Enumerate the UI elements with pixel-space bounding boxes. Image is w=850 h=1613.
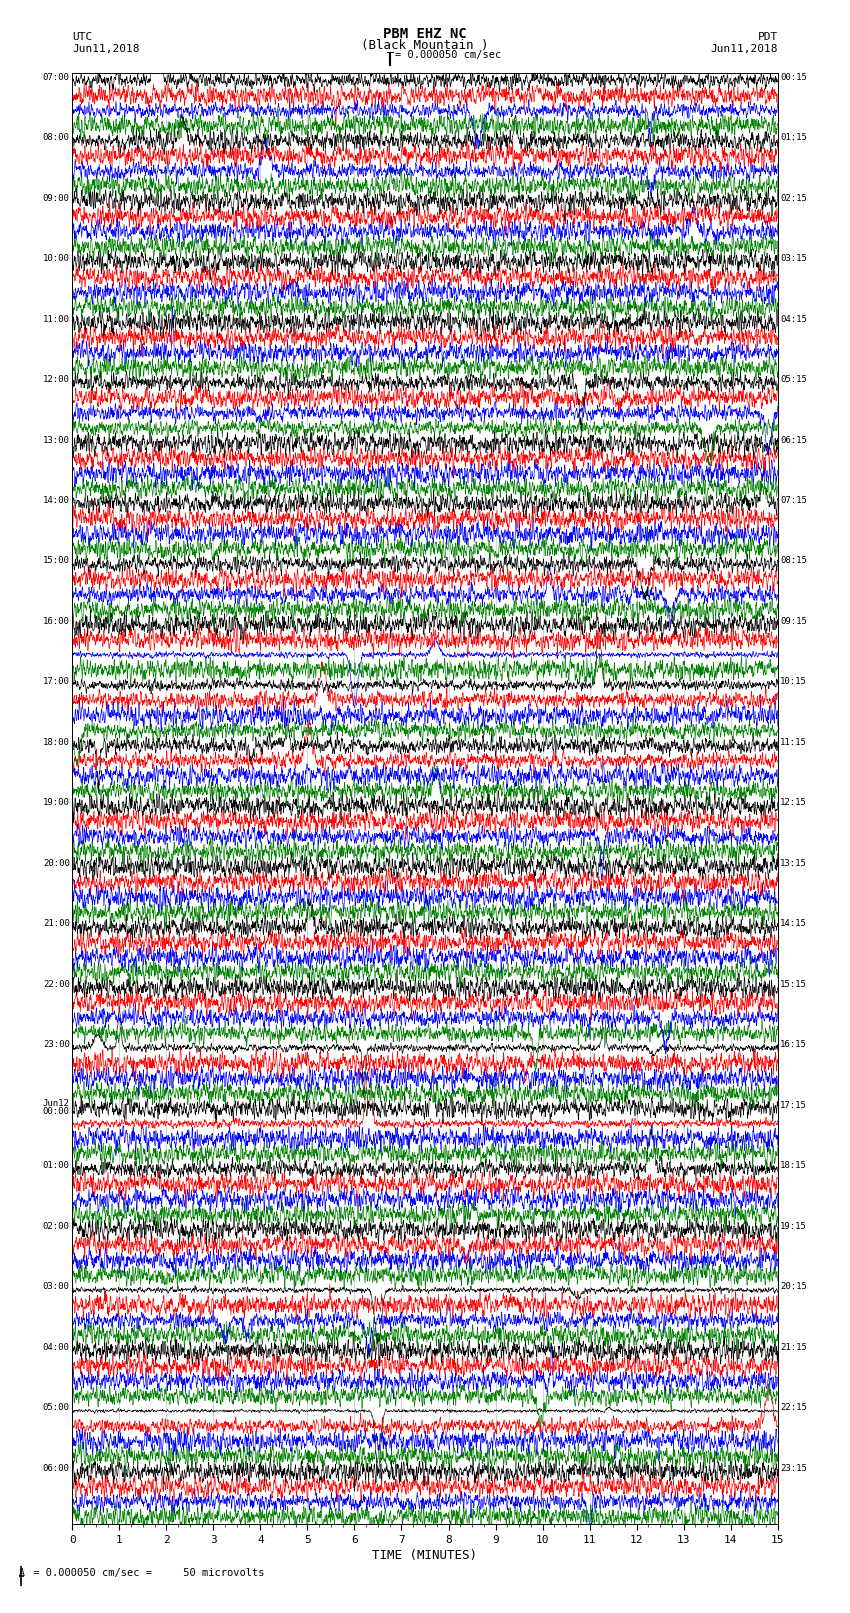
Text: 06:00: 06:00 [42,1465,70,1473]
Text: 01:00: 01:00 [42,1161,70,1171]
Text: 07:00: 07:00 [42,73,70,82]
Text: 21:15: 21:15 [780,1342,808,1352]
Text: 16:00: 16:00 [42,618,70,626]
Text: 04:15: 04:15 [780,315,808,324]
Text: 21:00: 21:00 [42,919,70,929]
Text: 18:00: 18:00 [42,739,70,747]
Text: Jun11,2018: Jun11,2018 [711,44,778,53]
Text: 06:15: 06:15 [780,436,808,445]
Text: 02:15: 02:15 [780,194,808,203]
Text: Jun12: Jun12 [42,1100,70,1108]
Text: 14:00: 14:00 [42,497,70,505]
Text: = 0.000050 cm/sec: = 0.000050 cm/sec [395,50,501,60]
Text: 10:15: 10:15 [780,677,808,687]
Text: = 0.000050 cm/sec =     50 microvolts: = 0.000050 cm/sec = 50 microvolts [27,1568,264,1578]
Text: 03:15: 03:15 [780,255,808,263]
Text: 18:15: 18:15 [780,1161,808,1171]
Text: 10:00: 10:00 [42,255,70,263]
Text: PBM EHZ NC: PBM EHZ NC [383,27,467,42]
Text: 15:15: 15:15 [780,981,808,989]
Text: 03:00: 03:00 [42,1282,70,1292]
Text: 17:00: 17:00 [42,677,70,687]
Text: 20:00: 20:00 [42,860,70,868]
Text: Jun11,2018: Jun11,2018 [72,44,139,53]
Text: 04:00: 04:00 [42,1342,70,1352]
Text: 01:15: 01:15 [780,134,808,142]
Text: 12:00: 12:00 [42,376,70,384]
X-axis label: TIME (MINUTES): TIME (MINUTES) [372,1548,478,1561]
Text: (Black Mountain ): (Black Mountain ) [361,39,489,52]
Text: 22:15: 22:15 [780,1403,808,1413]
Text: 15:00: 15:00 [42,556,70,566]
Text: 20:15: 20:15 [780,1282,808,1292]
Text: 23:00: 23:00 [42,1040,70,1050]
Text: 02:00: 02:00 [42,1223,70,1231]
Text: 19:15: 19:15 [780,1223,808,1231]
Text: 19:00: 19:00 [42,798,70,808]
Text: 13:00: 13:00 [42,436,70,445]
Text: 08:00: 08:00 [42,134,70,142]
Text: 09:15: 09:15 [780,618,808,626]
Text: A: A [19,1568,25,1578]
Text: 07:15: 07:15 [780,497,808,505]
Text: 23:15: 23:15 [780,1465,808,1473]
Text: 00:15: 00:15 [780,73,808,82]
Text: PDT: PDT [757,32,778,42]
Text: 05:15: 05:15 [780,376,808,384]
Text: 16:15: 16:15 [780,1040,808,1050]
Text: 00:00: 00:00 [42,1107,70,1116]
Text: 05:00: 05:00 [42,1403,70,1413]
Text: 14:15: 14:15 [780,919,808,929]
Text: 09:00: 09:00 [42,194,70,203]
Text: 17:15: 17:15 [780,1100,808,1110]
Text: 13:15: 13:15 [780,860,808,868]
Text: 11:15: 11:15 [780,739,808,747]
Text: 12:15: 12:15 [780,798,808,808]
Text: 08:15: 08:15 [780,556,808,566]
Text: 11:00: 11:00 [42,315,70,324]
Text: 22:00: 22:00 [42,981,70,989]
Text: UTC: UTC [72,32,93,42]
